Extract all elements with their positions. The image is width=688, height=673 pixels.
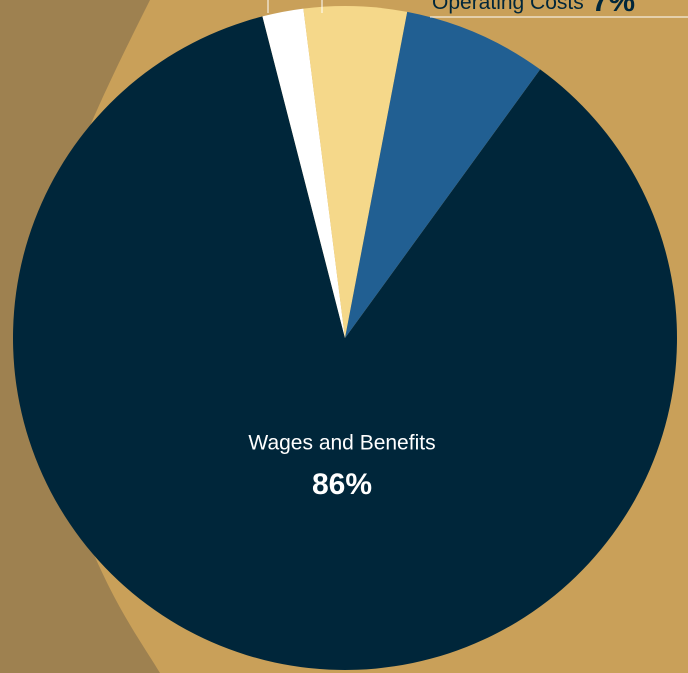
pie-slice (345, 11, 541, 338)
slice-value: 86% (312, 468, 372, 501)
slice-name: Wages and Benefits (248, 432, 435, 455)
background-figure (0, 0, 160, 673)
pie (12, 5, 677, 670)
pie-slice (12, 16, 677, 670)
slice-name: Operating Costs (432, 0, 584, 14)
labels: Wages and Benefits 86% Operating Costs 7% (248, 0, 635, 501)
pie-slice (303, 5, 408, 338)
pie-slice (262, 8, 345, 338)
slice-label: Operating Costs 7% (432, 0, 635, 18)
slice-value: 7% (592, 0, 635, 18)
